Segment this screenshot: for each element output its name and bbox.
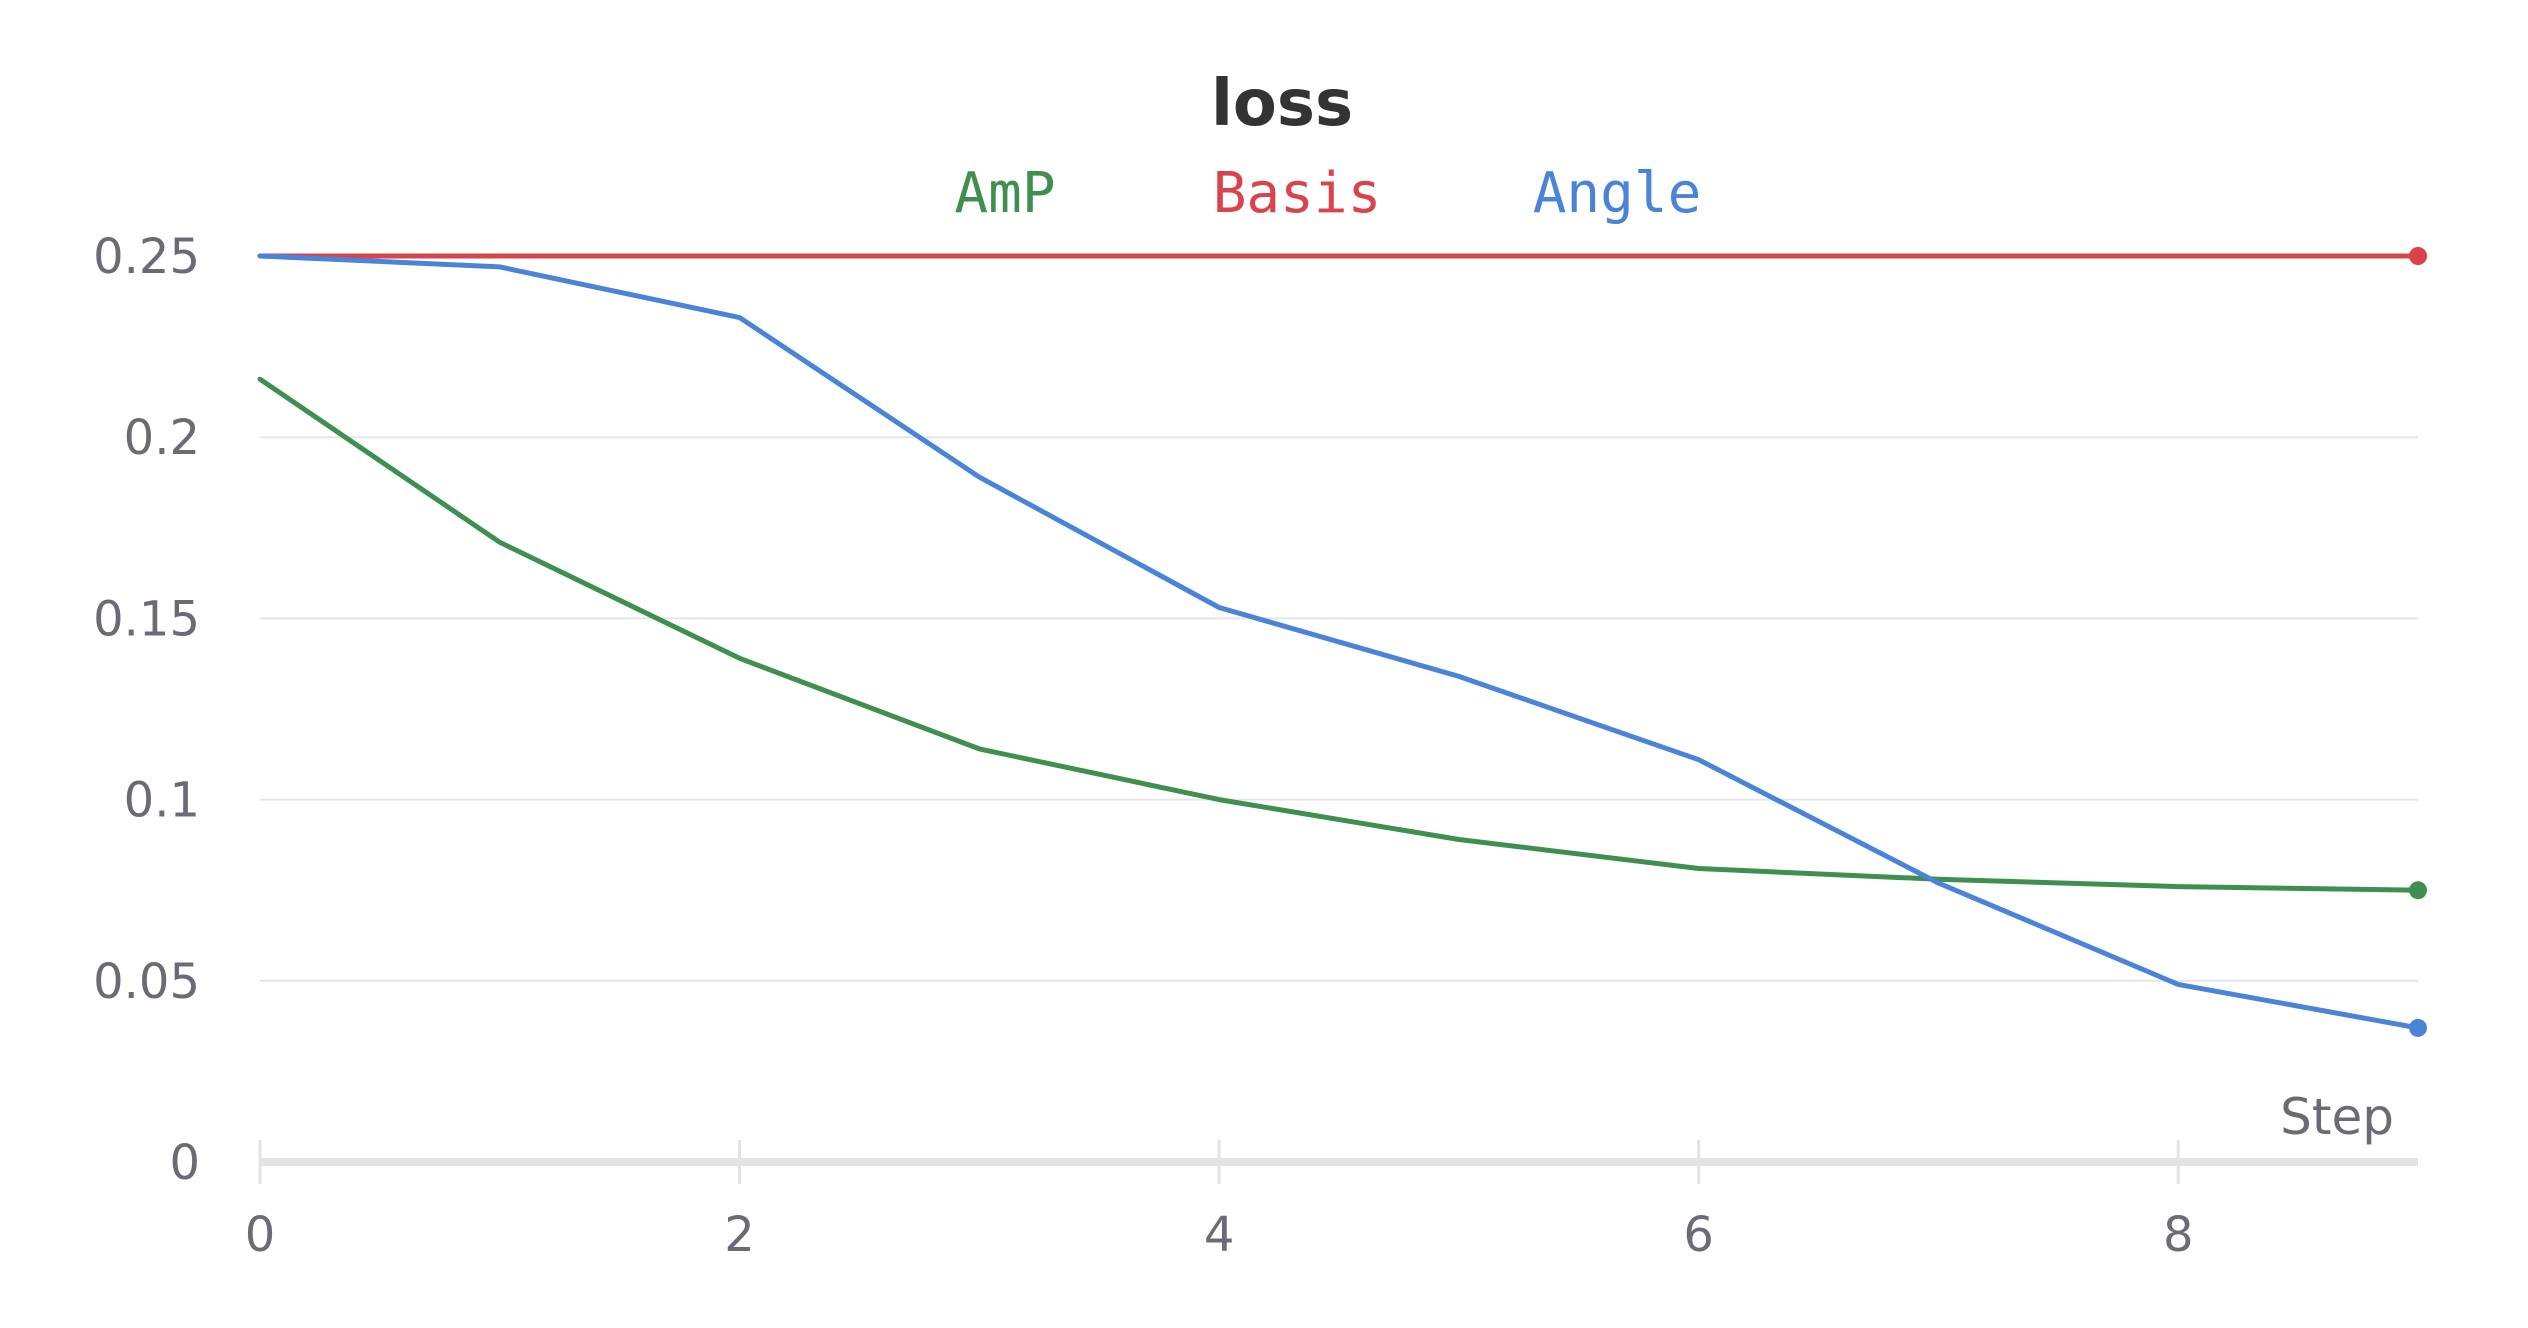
- y-tick-label: 0: [169, 1135, 200, 1191]
- series-line-amp: [257, 376, 2421, 893]
- legend-entry-basis: Basis: [1213, 161, 1382, 226]
- x-tick-label: 4: [1204, 1207, 1235, 1263]
- x-axis-label: Step: [2280, 1088, 2394, 1146]
- y-axis-ticks: 0 0.05 0.1 0.15 0.2 0.25: [93, 229, 200, 1191]
- y-tick-label: 0.15: [93, 591, 200, 647]
- x-tick-label: 2: [724, 1207, 755, 1263]
- series-lines: [257, 247, 2427, 1037]
- y-tick-label: 0.1: [124, 773, 200, 829]
- y-tick-label: 0.2: [124, 410, 200, 466]
- legend-entry-angle: Angle: [1533, 161, 1702, 226]
- x-tick-label: 6: [1683, 1207, 1714, 1263]
- chart-title: loss: [1211, 67, 1353, 141]
- legend-entry-amp: AmP: [954, 161, 1055, 226]
- x-tick-label: 8: [2163, 1207, 2194, 1263]
- y-tick-label: 0.25: [93, 229, 200, 285]
- series-end-point-amp: [2409, 881, 2427, 900]
- series-end-point-basis: [2409, 247, 2427, 265]
- legend: AmP Basis Angle: [954, 161, 1701, 226]
- x-tick-label: 0: [245, 1207, 276, 1263]
- series-line-angle: [257, 253, 2421, 1031]
- y-tick-label: 0.05: [93, 954, 200, 1010]
- grid-lines: [260, 255, 2418, 982]
- series-end-point-angle: [2409, 1018, 2427, 1037]
- x-axis: 0 2 4 6 8: [245, 1140, 2418, 1263]
